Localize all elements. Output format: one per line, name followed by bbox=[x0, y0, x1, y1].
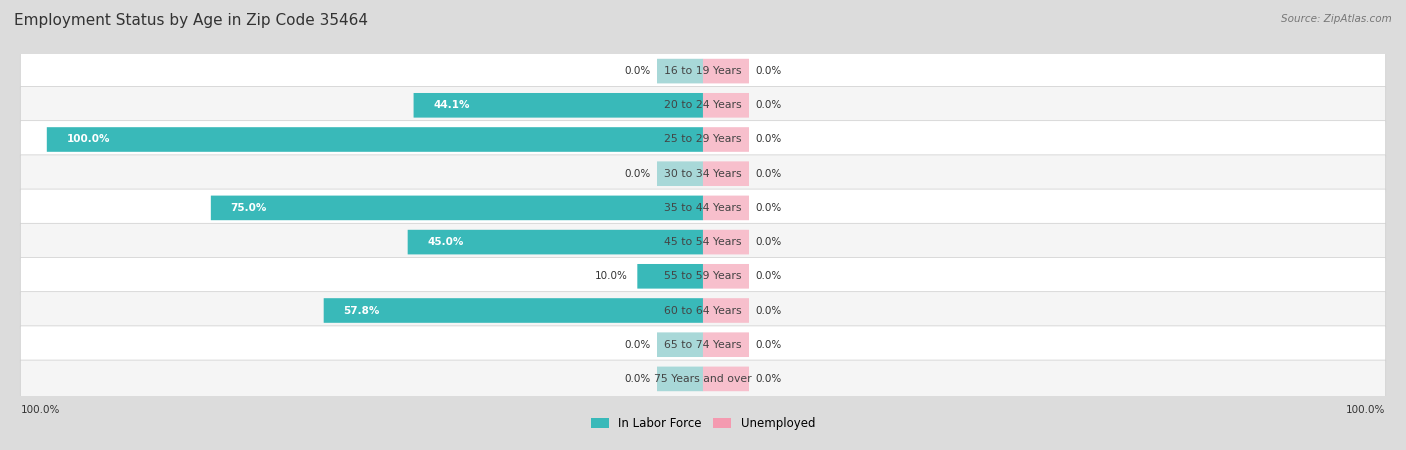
FancyBboxPatch shape bbox=[20, 189, 1386, 227]
FancyBboxPatch shape bbox=[703, 162, 749, 186]
Text: 0.0%: 0.0% bbox=[755, 340, 782, 350]
Text: 0.0%: 0.0% bbox=[755, 169, 782, 179]
Text: 0.0%: 0.0% bbox=[755, 66, 782, 76]
Text: 0.0%: 0.0% bbox=[755, 100, 782, 110]
Legend: In Labor Force, Unemployed: In Labor Force, Unemployed bbox=[586, 412, 820, 435]
FancyBboxPatch shape bbox=[703, 367, 749, 391]
Text: 25 to 29 Years: 25 to 29 Years bbox=[664, 135, 742, 144]
FancyBboxPatch shape bbox=[20, 121, 1386, 158]
Text: 0.0%: 0.0% bbox=[755, 237, 782, 247]
FancyBboxPatch shape bbox=[703, 264, 749, 288]
Text: 0.0%: 0.0% bbox=[624, 169, 651, 179]
Text: 75 Years and over: 75 Years and over bbox=[654, 374, 752, 384]
FancyBboxPatch shape bbox=[20, 326, 1386, 364]
FancyBboxPatch shape bbox=[637, 264, 703, 288]
Text: 45 to 54 Years: 45 to 54 Years bbox=[664, 237, 742, 247]
Text: 0.0%: 0.0% bbox=[755, 271, 782, 281]
FancyBboxPatch shape bbox=[657, 162, 703, 186]
FancyBboxPatch shape bbox=[20, 257, 1386, 295]
Text: 0.0%: 0.0% bbox=[624, 374, 651, 384]
FancyBboxPatch shape bbox=[20, 86, 1386, 124]
Text: 0.0%: 0.0% bbox=[624, 66, 651, 76]
FancyBboxPatch shape bbox=[20, 52, 1386, 90]
FancyBboxPatch shape bbox=[20, 155, 1386, 193]
Text: 0.0%: 0.0% bbox=[755, 374, 782, 384]
Text: 20 to 24 Years: 20 to 24 Years bbox=[664, 100, 742, 110]
Text: 45.0%: 45.0% bbox=[427, 237, 464, 247]
Text: 16 to 19 Years: 16 to 19 Years bbox=[664, 66, 742, 76]
Text: Employment Status by Age in Zip Code 35464: Employment Status by Age in Zip Code 354… bbox=[14, 14, 368, 28]
Text: 0.0%: 0.0% bbox=[755, 203, 782, 213]
FancyBboxPatch shape bbox=[703, 93, 749, 117]
FancyBboxPatch shape bbox=[703, 230, 749, 254]
FancyBboxPatch shape bbox=[20, 292, 1386, 329]
FancyBboxPatch shape bbox=[703, 59, 749, 83]
FancyBboxPatch shape bbox=[703, 196, 749, 220]
FancyBboxPatch shape bbox=[657, 367, 703, 391]
FancyBboxPatch shape bbox=[46, 127, 703, 152]
FancyBboxPatch shape bbox=[20, 223, 1386, 261]
Text: 10.0%: 10.0% bbox=[595, 271, 627, 281]
Text: 60 to 64 Years: 60 to 64 Years bbox=[664, 306, 742, 315]
Text: 100.0%: 100.0% bbox=[66, 135, 110, 144]
Text: 44.1%: 44.1% bbox=[433, 100, 470, 110]
FancyBboxPatch shape bbox=[20, 360, 1386, 398]
Text: 55 to 59 Years: 55 to 59 Years bbox=[664, 271, 742, 281]
Text: 100.0%: 100.0% bbox=[21, 405, 60, 414]
FancyBboxPatch shape bbox=[703, 333, 749, 357]
FancyBboxPatch shape bbox=[657, 333, 703, 357]
Text: Source: ZipAtlas.com: Source: ZipAtlas.com bbox=[1281, 14, 1392, 23]
FancyBboxPatch shape bbox=[703, 127, 749, 152]
Text: 100.0%: 100.0% bbox=[1346, 405, 1385, 414]
Text: 35 to 44 Years: 35 to 44 Years bbox=[664, 203, 742, 213]
Text: 65 to 74 Years: 65 to 74 Years bbox=[664, 340, 742, 350]
FancyBboxPatch shape bbox=[703, 298, 749, 323]
FancyBboxPatch shape bbox=[657, 59, 703, 83]
Text: 75.0%: 75.0% bbox=[231, 203, 267, 213]
Text: 0.0%: 0.0% bbox=[755, 306, 782, 315]
FancyBboxPatch shape bbox=[323, 298, 703, 323]
Text: 0.0%: 0.0% bbox=[624, 340, 651, 350]
Text: 0.0%: 0.0% bbox=[755, 135, 782, 144]
FancyBboxPatch shape bbox=[413, 93, 703, 117]
Text: 57.8%: 57.8% bbox=[343, 306, 380, 315]
Text: 30 to 34 Years: 30 to 34 Years bbox=[664, 169, 742, 179]
FancyBboxPatch shape bbox=[211, 196, 703, 220]
FancyBboxPatch shape bbox=[408, 230, 703, 254]
